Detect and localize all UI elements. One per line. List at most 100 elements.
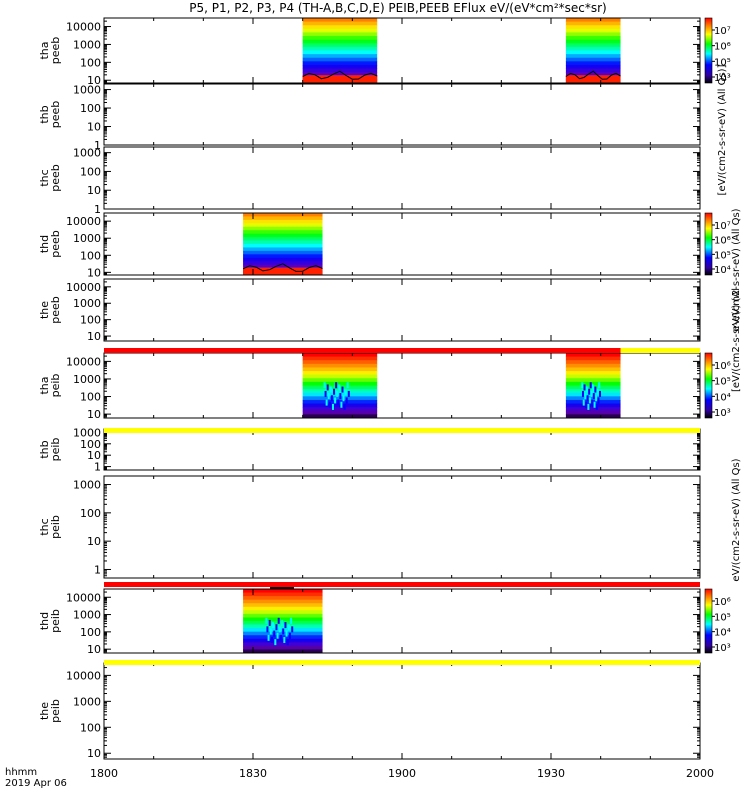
- y-tick-label: 1000: [73, 147, 101, 160]
- y-tick-label: 1: [94, 139, 101, 152]
- colorbar-tick-label: 10⁴: [714, 628, 731, 639]
- spectrogram-cell: [565, 403, 621, 408]
- colorbar-tick-label: 10⁶: [714, 236, 731, 247]
- spectrogram-noise-cell: [329, 386, 332, 393]
- colorbar-unit-label: eV/(cm2-s-sr-eV) (All Qs): [731, 208, 742, 331]
- panel-frame: [103, 588, 701, 654]
- spectrogram-cell: [243, 216, 323, 221]
- spectrogram-cell: [565, 43, 621, 48]
- spectrogram-noise-cell: [588, 388, 591, 395]
- panel-the-peib: 10 100 1000 10000 thepeib: [38, 662, 701, 760]
- status-bar-the-peeb: [104, 348, 700, 353]
- spectrogram-noise-cell: [590, 390, 593, 397]
- spectrogram-noise-cell: [595, 395, 598, 402]
- spectrogram-noise-cell: [592, 393, 595, 400]
- panel-thc-peib: 1 10 100 1000 thcpeib: [38, 475, 701, 579]
- y-tick-label: 100: [80, 314, 101, 327]
- spectrogram-cell: [243, 613, 323, 618]
- y-tick-label: 10: [87, 747, 101, 760]
- panel-ylabel: thbpeeb: [38, 101, 62, 129]
- spectrogram-cell: [243, 213, 323, 217]
- y-tick-label: 10000: [66, 591, 101, 604]
- spectrogram-cell: [565, 353, 621, 358]
- spectrogram-cell: [302, 25, 378, 30]
- x-tick-label: 1800: [90, 767, 118, 780]
- spectrogram-cell: [243, 244, 323, 248]
- panel-ylabel-line: thb: [38, 105, 51, 123]
- colorbar-tha-peib: 10⁶ 10⁵ 10⁴ 10³: [704, 352, 731, 419]
- spectrogram-cell: [565, 389, 621, 394]
- spectrogram-noise-cell: [337, 399, 340, 406]
- colorbar-tick-label: 10³: [714, 643, 731, 654]
- spectrogram-cell: [243, 237, 323, 242]
- spectrogram-noise-cell: [325, 399, 328, 406]
- spectrogram-noise-cell: [285, 630, 288, 637]
- panel-thd-peeb: 10 100 1000 10000 thdpeeb: [38, 212, 701, 279]
- y-tick-label: 10000: [66, 21, 101, 34]
- y-tick-label: 100: [80, 507, 101, 520]
- spectrogram-noise-cell: [581, 390, 584, 397]
- spectrogram-noise-cell: [592, 384, 595, 391]
- spectrogram-low-energy-band: [302, 75, 378, 83]
- spectrogram-noise-cell: [341, 386, 344, 393]
- spectrogram-noise-cell: [327, 393, 330, 400]
- panel-frame: [103, 475, 701, 579]
- colorbar-tick-label: 10⁵: [714, 57, 731, 68]
- colorbar-gradient: [704, 212, 713, 276]
- spectrogram-cell: [243, 233, 323, 238]
- colorbar-tick-label: 10⁴: [714, 392, 731, 403]
- spectrogram-cell: [302, 28, 378, 33]
- spectrogram-noise-cell: [265, 617, 268, 624]
- y-tick-label: 10000: [66, 215, 101, 228]
- spectrogram-cell: [565, 18, 621, 23]
- panel-ylabel-line: peeb: [49, 164, 62, 192]
- panel-ylabel-line: peeb: [49, 296, 62, 324]
- spectrogram-noise-cell: [267, 634, 270, 641]
- spectrogram-cell: [302, 378, 378, 383]
- spectrogram-noise-cell: [273, 630, 276, 637]
- panel-ylabel: thdpeeb: [38, 230, 62, 258]
- spectrogram-noise-cell: [345, 397, 348, 404]
- spectrogram-noise-cell: [279, 634, 282, 641]
- x-tick-label: 2000: [686, 767, 714, 780]
- y-tick-label: 1: [94, 461, 101, 474]
- panel-ylabel-line: peeb: [49, 230, 62, 258]
- spectrogram-cell: [302, 36, 378, 41]
- spectrogram-noise-cell: [594, 386, 597, 393]
- spectrogram-cell: [302, 57, 378, 62]
- colorbar-tick-label: 10⁴: [714, 265, 731, 276]
- spectrogram-noise-cell: [347, 390, 350, 397]
- colorbar-tick-label: 10⁵: [714, 377, 731, 388]
- spectrogram-cell: [565, 21, 621, 26]
- y-tick-label: 100: [80, 56, 101, 69]
- spectrogram-cell: [302, 353, 378, 358]
- panel-frame: [103, 146, 701, 210]
- status-segment: [620, 348, 700, 353]
- panel-ylabel: thapeeb: [38, 37, 62, 65]
- spectrogram-noise-cell: [323, 382, 326, 389]
- y-tick-label: 10000: [66, 669, 101, 682]
- spectrogram-noise-cell: [581, 382, 584, 389]
- status-segment: [104, 582, 700, 587]
- y-tick-label: 1000: [73, 373, 101, 386]
- spectrogram-cell: [565, 61, 621, 66]
- spectrogram-cell: [565, 25, 621, 30]
- spectrogram-noise-cell: [585, 386, 588, 393]
- spectrogram-cell: [243, 649, 323, 654]
- spectrogram-noise-cell: [598, 382, 601, 389]
- spectrogram-cell: [243, 250, 323, 255]
- spectrogram-cell: [302, 21, 378, 26]
- spectrogram-noise-cell: [277, 617, 280, 624]
- x-axis-label: hhmm: [5, 767, 37, 778]
- panel-tha-peeb: 10 100 1000 10000 thapeeb: [38, 17, 701, 87]
- spectrogram-cell: [565, 32, 621, 37]
- spectrogram-noise-cell: [595, 403, 598, 410]
- spectrogram-noise-cell: [283, 637, 286, 643]
- y-tick-label: 1000: [73, 84, 101, 97]
- colorbar-unit-label: [eV/(cm2-s-sr-eV) (Al: [731, 288, 742, 392]
- panel-ylabel: thapeib: [38, 374, 62, 398]
- panel-ylabel-line: the: [38, 301, 51, 319]
- spectrogram-cell: [302, 50, 378, 55]
- spectrogram-cell: [302, 72, 378, 77]
